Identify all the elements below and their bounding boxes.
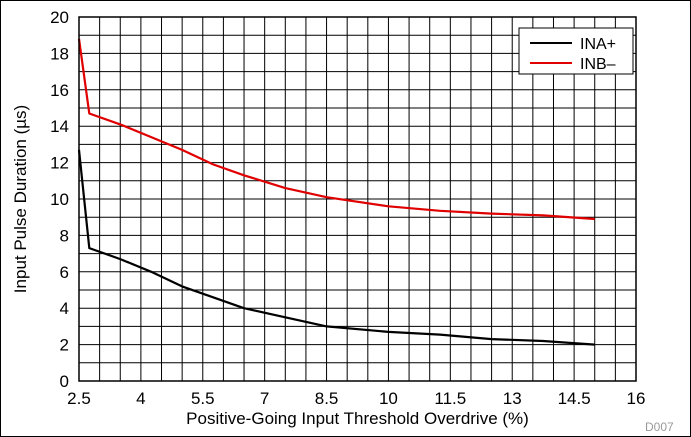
figure-id: D007 [645,420,674,434]
y-tick-label: 12 [50,154,69,173]
y-tick-label: 4 [60,299,69,318]
x-tick-label: 4 [136,389,145,408]
x-tick-label: 2.5 [67,389,91,408]
plot-border [78,16,637,382]
y-tick-label: 18 [50,44,69,63]
legend-label-ina-plus: INA+ [580,36,616,53]
x-tick-label: 13 [503,389,522,408]
legend-label-inb-minus: INB– [580,56,616,73]
y-tick-label: 2 [60,336,69,355]
y-axis-title: Input Pulse Duration (µs) [11,105,30,293]
x-axis-title: Positive-Going Input Threshold Overdrive… [186,409,529,428]
x-tick-label: 14.5 [558,389,591,408]
y-tick-label: 10 [50,190,69,209]
y-tick-label: 6 [60,263,69,282]
x-tick-label: 16 [627,389,646,408]
y-tick-label: 20 [50,8,69,27]
series-line-inb-minus [77,38,595,221]
y-tick-label: 8 [60,226,69,245]
x-tick-label: 5.5 [191,389,215,408]
series-lines [77,38,595,346]
x-tick-label: 8.5 [315,389,339,408]
y-tick-label: 0 [60,372,69,391]
legend: INA+ INB– [518,27,634,75]
x-tick-label: 11.5 [434,389,466,408]
x-tick-label: 7 [260,389,269,408]
y-tick-labels: 0 2 4 6 8 10 12 14 16 18 20 [50,8,69,391]
legend-box [518,27,634,75]
grid-lines [79,17,636,381]
series-line-ina-plus [77,149,595,346]
y-tick-label: 14 [50,117,69,136]
y-tick-label: 16 [50,81,69,100]
x-tick-label: 10 [379,389,398,408]
x-tick-labels: 2.5 4 5.5 7 8.5 10 11.5 13 14.5 16 [67,389,645,408]
